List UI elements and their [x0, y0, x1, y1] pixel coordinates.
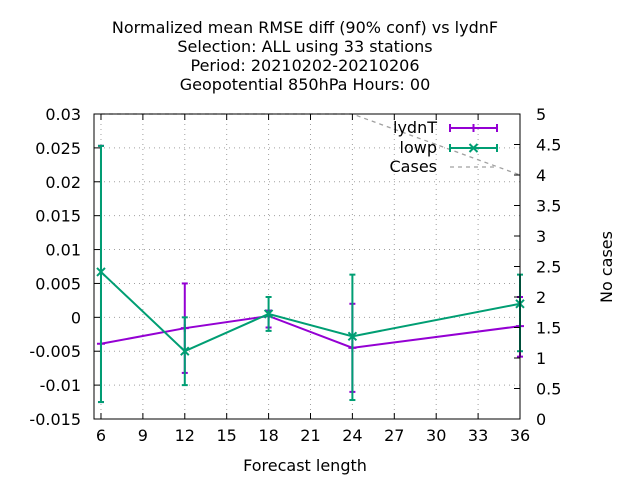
- x-tick-label: 12: [175, 426, 195, 445]
- y2-tick-label: 4.5: [536, 136, 561, 155]
- x-tick-label: 27: [384, 426, 404, 445]
- x-tick-labels: 6 9 12 15 18 21 24 27 30 33 36: [96, 426, 530, 445]
- y2-tick-labels: 0 0.5 1 1.5 2 2.5 3 3.5 4 4.5 5: [536, 105, 561, 429]
- title-line-1: Normalized mean RMSE diff (90% conf) vs …: [112, 18, 498, 37]
- x-tick-label: 15: [217, 426, 237, 445]
- y-tick-label: 0.015: [35, 207, 81, 226]
- y2-tick-label: 1: [536, 349, 546, 368]
- x-tick-label: 24: [342, 426, 362, 445]
- y2-tick-label: 2: [536, 288, 546, 307]
- y-tick-label: -0.01: [40, 376, 81, 395]
- x-tick-label: 21: [300, 426, 320, 445]
- legend-label-lowp: lowp: [400, 138, 437, 157]
- x-tick-label: 9: [138, 426, 148, 445]
- y-tick-label: 0.005: [35, 274, 81, 293]
- y2-tick-label: 3.5: [536, 197, 561, 216]
- y2-tick-label: 1.5: [536, 319, 561, 338]
- y-tick-label: 0.03: [45, 105, 81, 124]
- title-line-2: Selection: ALL using 33 stations: [177, 37, 432, 56]
- y-tick-label: 0.01: [45, 241, 81, 260]
- data-point: [180, 346, 190, 356]
- y-tick-label: 0: [71, 308, 81, 327]
- legend-marker: [469, 124, 478, 132]
- y2-tick-label: 0: [536, 410, 546, 429]
- x-tick-label: 36: [510, 426, 530, 445]
- y-tick-labels: -0.015 -0.01 -0.005 0 0.005 0.01 0.015 0.02 0.02…: [29, 105, 81, 429]
- y2-tick-label: 5: [536, 105, 546, 124]
- y-tick-label: 0.025: [35, 139, 81, 158]
- y-tick-label: -0.015: [29, 410, 81, 429]
- x-tick-label: 30: [426, 426, 446, 445]
- plot-frame: [93, 113, 521, 420]
- data-point: [347, 331, 358, 342]
- y2-tick-label: 0.5: [536, 380, 561, 399]
- x-tick-label: 18: [258, 426, 278, 445]
- series-lowp: [96, 144, 525, 404]
- title-line-4: Geopotential 850hPa Hours: 00: [180, 75, 431, 94]
- axis-ticks: [94, 113, 521, 420]
- x-tick-label: 33: [468, 426, 488, 445]
- legend-label-lydnT: lydnT: [393, 118, 437, 137]
- grid: [94, 113, 521, 420]
- chart-title: Normalized mean RMSE diff (90% conf) vs …: [112, 18, 498, 94]
- y2-tick-label: 3: [536, 227, 546, 246]
- y-tick-label: 0.02: [45, 173, 81, 192]
- data-point: [263, 309, 274, 319]
- y2-tick-label: 2.5: [536, 258, 561, 277]
- y2-axis-label: No cases: [597, 231, 616, 303]
- data-point: [96, 267, 106, 277]
- title-line-3: Period: 20210202-20210206: [190, 56, 419, 75]
- y2-tick-label: 4: [536, 166, 546, 185]
- legend-marker: [468, 143, 479, 153]
- legend-label-Cases: Cases: [390, 157, 438, 176]
- x-tick-label: 6: [96, 426, 106, 445]
- y-tick-label: -0.005: [29, 342, 81, 361]
- x-axis-label: Forecast length: [243, 456, 367, 475]
